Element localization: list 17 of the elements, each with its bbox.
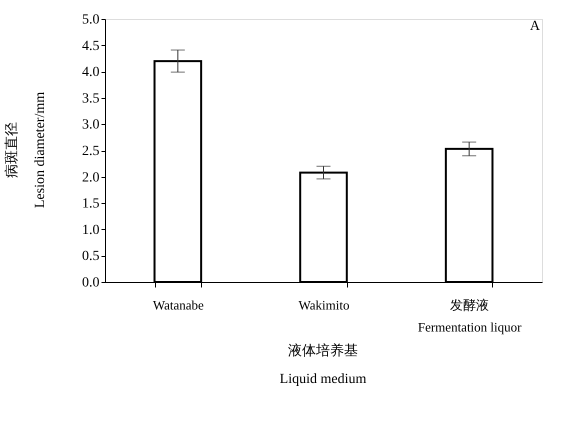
y-tick-label: 3.5 xyxy=(82,91,100,106)
y-tick-label: 4.5 xyxy=(82,38,100,54)
x-tick-label: Watanabe xyxy=(152,298,204,312)
annotation: A xyxy=(530,19,541,34)
x-tick-label: 发酵液 Fermentation liquor xyxy=(418,298,522,334)
y-tick-label: 3.0 xyxy=(82,118,100,133)
y-tick-label: 0.5 xyxy=(82,249,100,264)
y-tick-label: 1.5 xyxy=(82,196,100,212)
y-tick-label: 0.0 xyxy=(82,276,100,290)
x-axis-title: 液体培养基 Liquid medium xyxy=(280,343,366,387)
y-tick-label: 1.0 xyxy=(82,222,100,238)
x-tick-label: Wakimito xyxy=(298,298,350,312)
y-tick-label: 2.0 xyxy=(82,170,100,186)
y-tick-label: 5.0 xyxy=(82,12,100,28)
y-tick-label: 2.5 xyxy=(82,144,100,159)
y-axis-title: 病斑直径 Lesion diameter/mm xyxy=(4,92,48,208)
y-tick-label: 4.0 xyxy=(82,65,100,80)
